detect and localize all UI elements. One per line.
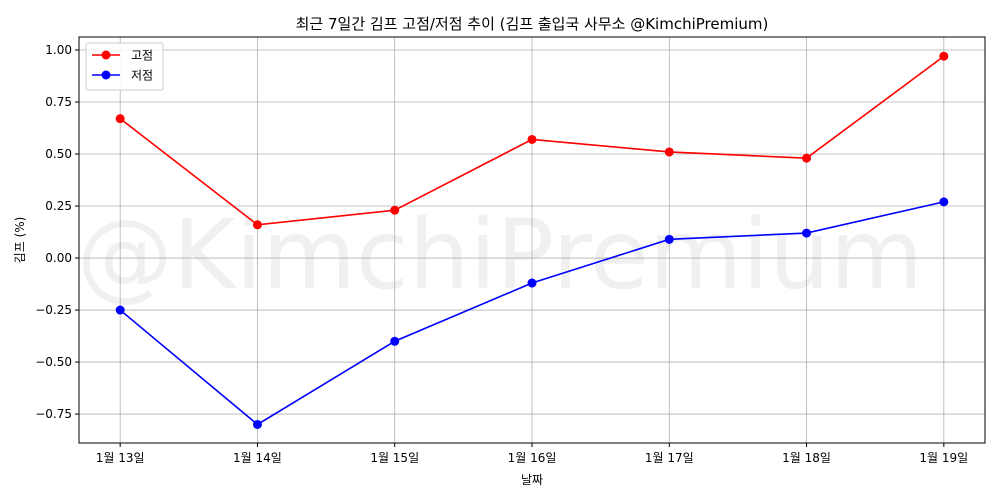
data-point [664, 147, 674, 157]
data-point [115, 114, 125, 124]
x-tick-label: 1월 16일 [508, 451, 557, 465]
y-tick-label: 0.25 [45, 199, 72, 213]
data-point [939, 197, 949, 207]
legend-label: 저점 [131, 69, 153, 83]
y-tick-label: 1.00 [45, 43, 72, 57]
legend-label: 고점 [131, 49, 153, 63]
legend-marker [101, 50, 111, 60]
x-tick-label: 1월 15일 [370, 451, 419, 465]
data-point [252, 419, 262, 429]
x-tick-label: 1월 19일 [919, 451, 968, 465]
y-tick-label: 0.00 [45, 251, 72, 265]
data-point [802, 153, 812, 163]
data-point [252, 220, 262, 230]
y-tick-label: −0.25 [35, 303, 72, 317]
y-tick-label: 0.75 [45, 95, 72, 109]
legend-marker [101, 70, 111, 80]
chart-title: 최근 7일간 김프 고점/저점 추이 (김프 출입국 사무소 @KimchiPr… [296, 15, 769, 33]
data-point [939, 51, 949, 61]
data-point [802, 228, 812, 238]
data-point [115, 305, 125, 315]
y-tick-label: −0.50 [35, 355, 72, 369]
data-point [527, 278, 537, 288]
x-axis-label: 날짜 [521, 473, 543, 487]
watermark: @KimchiPremium [77, 199, 924, 311]
data-point [527, 134, 537, 144]
x-tick-label: 1월 18일 [782, 451, 831, 465]
x-tick-label: 1월 13일 [96, 451, 145, 465]
data-point [390, 205, 400, 215]
y-tick-label: 0.50 [45, 147, 72, 161]
y-tick-label: −0.75 [35, 407, 72, 421]
x-tick-label: 1월 14일 [233, 451, 282, 465]
data-point [390, 336, 400, 346]
y-axis-label: 김프 (%) [13, 217, 27, 264]
x-tick-label: 1월 17일 [645, 451, 694, 465]
data-point [664, 234, 674, 244]
